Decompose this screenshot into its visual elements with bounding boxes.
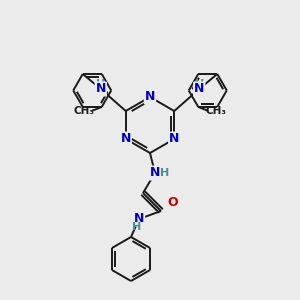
Text: H: H [160,168,169,178]
Text: H: H [132,222,142,232]
Text: N: N [134,212,144,226]
Text: O: O [168,196,178,209]
Text: H: H [96,79,105,89]
Text: CH₃: CH₃ [73,106,94,116]
Text: N: N [150,167,160,179]
Text: N: N [121,133,131,146]
Text: N: N [145,91,155,103]
Text: N: N [194,82,204,95]
Text: N: N [169,133,179,146]
Text: N: N [96,82,106,95]
Text: H: H [195,79,204,89]
Text: CH₃: CH₃ [206,106,227,116]
